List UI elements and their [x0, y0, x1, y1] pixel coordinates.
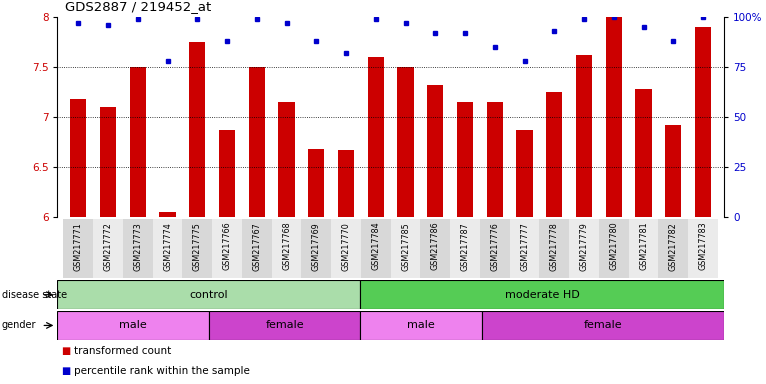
FancyBboxPatch shape: [182, 219, 212, 278]
FancyBboxPatch shape: [152, 219, 182, 278]
Text: GSM217781: GSM217781: [639, 222, 648, 270]
Text: ■: ■: [61, 366, 70, 376]
Text: GSM217768: GSM217768: [282, 222, 291, 270]
Text: GSM217778: GSM217778: [550, 222, 558, 271]
Bar: [129, 67, 146, 217]
FancyBboxPatch shape: [509, 219, 539, 278]
FancyBboxPatch shape: [209, 311, 360, 340]
FancyBboxPatch shape: [57, 280, 360, 309]
Bar: [70, 99, 87, 217]
FancyBboxPatch shape: [391, 219, 421, 278]
Text: male: male: [407, 320, 435, 331]
Text: moderate HD: moderate HD: [505, 290, 580, 300]
Text: control: control: [190, 290, 228, 300]
Text: GDS2887 / 219452_at: GDS2887 / 219452_at: [65, 0, 211, 13]
Bar: [278, 102, 295, 217]
Text: GSM217769: GSM217769: [312, 222, 321, 271]
FancyBboxPatch shape: [539, 219, 569, 278]
FancyBboxPatch shape: [629, 219, 659, 278]
Text: GSM217767: GSM217767: [252, 222, 261, 271]
Bar: [100, 107, 116, 217]
FancyBboxPatch shape: [360, 311, 482, 340]
FancyBboxPatch shape: [272, 219, 301, 278]
Bar: [159, 212, 175, 217]
Bar: [398, 67, 414, 217]
Bar: [338, 150, 354, 217]
Bar: [189, 42, 205, 217]
Text: male: male: [119, 320, 147, 331]
Bar: [427, 85, 444, 217]
Text: GSM217766: GSM217766: [223, 222, 231, 270]
Text: GSM217783: GSM217783: [699, 222, 708, 270]
Text: percentile rank within the sample: percentile rank within the sample: [74, 366, 250, 376]
FancyBboxPatch shape: [301, 219, 331, 278]
Text: female: female: [265, 320, 304, 331]
Text: GSM217785: GSM217785: [401, 222, 410, 271]
Text: disease state: disease state: [2, 290, 67, 300]
Bar: [219, 130, 235, 217]
Text: female: female: [584, 320, 622, 331]
Bar: [249, 67, 265, 217]
Text: GSM217784: GSM217784: [372, 222, 380, 270]
FancyBboxPatch shape: [450, 219, 480, 278]
Text: GSM217772: GSM217772: [103, 222, 113, 271]
FancyBboxPatch shape: [360, 280, 724, 309]
FancyBboxPatch shape: [569, 219, 599, 278]
Text: GSM217779: GSM217779: [580, 222, 588, 271]
Bar: [665, 125, 682, 217]
Bar: [606, 17, 622, 217]
FancyBboxPatch shape: [659, 219, 688, 278]
FancyBboxPatch shape: [212, 219, 242, 278]
Bar: [516, 130, 532, 217]
Text: transformed count: transformed count: [74, 346, 172, 356]
FancyBboxPatch shape: [599, 219, 629, 278]
Text: GSM217770: GSM217770: [342, 222, 351, 271]
Text: GSM217782: GSM217782: [669, 222, 678, 271]
Bar: [457, 102, 473, 217]
FancyBboxPatch shape: [482, 311, 724, 340]
Bar: [576, 55, 592, 217]
FancyBboxPatch shape: [242, 219, 272, 278]
FancyBboxPatch shape: [123, 219, 152, 278]
Bar: [695, 27, 711, 217]
Text: GSM217773: GSM217773: [133, 222, 142, 271]
FancyBboxPatch shape: [331, 219, 361, 278]
Text: GSM217776: GSM217776: [490, 222, 499, 271]
FancyBboxPatch shape: [93, 219, 123, 278]
FancyBboxPatch shape: [64, 219, 93, 278]
Text: GSM217787: GSM217787: [460, 222, 470, 271]
Text: GSM217777: GSM217777: [520, 222, 529, 271]
Bar: [368, 57, 384, 217]
Text: ■: ■: [61, 346, 70, 356]
FancyBboxPatch shape: [480, 219, 509, 278]
Bar: [308, 149, 325, 217]
Text: GSM217774: GSM217774: [163, 222, 172, 271]
FancyBboxPatch shape: [57, 311, 209, 340]
Bar: [486, 102, 503, 217]
FancyBboxPatch shape: [361, 219, 391, 278]
FancyBboxPatch shape: [421, 219, 450, 278]
Text: gender: gender: [2, 320, 36, 331]
Text: GSM217775: GSM217775: [193, 222, 201, 271]
Bar: [635, 89, 652, 217]
FancyBboxPatch shape: [688, 219, 718, 278]
Text: GSM217780: GSM217780: [609, 222, 618, 270]
Text: GSM217786: GSM217786: [430, 222, 440, 270]
Bar: [546, 92, 562, 217]
Text: GSM217771: GSM217771: [74, 222, 83, 271]
